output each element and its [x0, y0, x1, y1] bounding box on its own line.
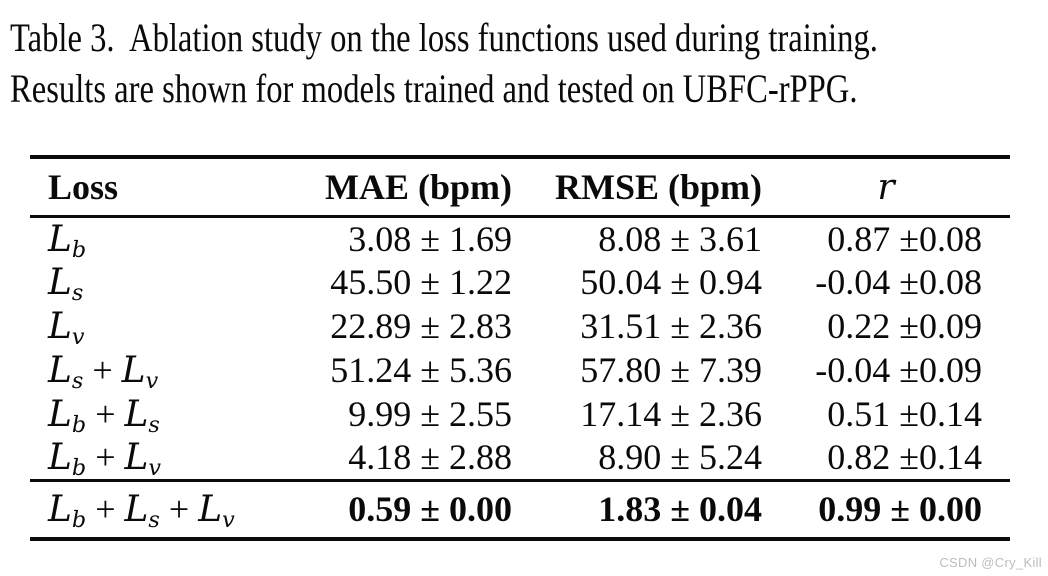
math-subscript: b — [71, 236, 87, 263]
col-header-r: r — [790, 157, 1010, 216]
math-symbol-L: L — [121, 350, 146, 391]
loss-cell: Lb + Lv — [48, 437, 162, 482]
loss-cell: Ls + Lv — [48, 350, 159, 395]
table-row: Ls + Lv 51.24 ± 5.36 57.80 ± 7.39 -0.04 ±0.… — [30, 348, 1010, 392]
math-symbol-L: L — [48, 262, 72, 303]
table-row: Ls 45.50 ± 1.22 50.04 ± 0.94 -0.04 ±0.08 — [30, 260, 1010, 304]
table-row: Lb 3.08 ± 1.69 8.08 ± 3.61 0.87 ±0.08 — [30, 216, 1010, 263]
table-row: Lb + Ls 9.99 ± 2.55 17.14 ± 2.36 0.51 ±0.14 — [30, 392, 1010, 436]
r-value-cell: 0.82 ±0.14 — [827, 437, 982, 478]
math-subscript: v — [71, 324, 85, 351]
header-row: Loss MAE (bpm) RMSE (bpm) r — [30, 157, 1010, 216]
col-header-rmse: RMSE (bpm) — [554, 166, 762, 207]
math-symbol-L: L — [48, 489, 72, 531]
r-value-cell: 0.99 ± 0.00 — [818, 489, 982, 530]
rmse-value-cell: 57.80 ± 7.39 — [580, 350, 762, 390]
math-subscript: v — [148, 455, 162, 482]
math-subscript: v — [222, 507, 235, 534]
r-value-cell: -0.04 ±0.09 — [815, 350, 982, 390]
rmse-value-cell: 50.04 ± 0.94 — [580, 262, 762, 302]
r-symbol: r — [877, 166, 895, 208]
watermark: CSDN @Cry_Kill — [939, 555, 1042, 570]
math-symbol-L: L — [48, 306, 72, 347]
mae-value-cell: 22.89 ± 2.83 — [330, 306, 512, 346]
math-symbol-L: L — [48, 437, 72, 479]
math-subscript: s — [148, 507, 160, 534]
math-symbol-L: L — [48, 394, 72, 435]
rmse-value-cell: 17.14 ± 2.36 — [580, 394, 762, 434]
math-symbol-L: L — [124, 394, 149, 435]
rmse-value-cell: 1.83 ± 0.04 — [598, 489, 762, 530]
loss-cell: Ls — [30, 260, 325, 304]
math-symbol-L: L — [124, 489, 149, 531]
r-value-cell: -0.04 ±0.08 — [815, 262, 982, 302]
rmse-value-cell: 8.08 ± 3.61 — [598, 218, 762, 259]
table-caption: Table 3. Ablation study on the loss func… — [10, 12, 1048, 114]
r-value-cell: 0.51 ±0.14 — [827, 394, 982, 434]
table-row: Lv 22.89 ± 2.83 31.51 ± 2.36 0.22 ±0.09 — [30, 304, 1010, 348]
math-symbol-L: L — [48, 218, 72, 260]
loss-cell: Lv — [30, 304, 325, 348]
loss-cell: Lb + Ls + Lv — [48, 489, 235, 534]
r-value-cell: 0.22 ±0.09 — [827, 306, 982, 346]
mae-value-cell: 9.99 ± 2.55 — [348, 394, 512, 434]
table-row: Lb + Lv 4.18 ± 2.88 8.90 ± 5.24 0.82 ±0.14 — [30, 436, 1010, 480]
math-subscript: s — [71, 280, 84, 307]
math-subscript: b — [71, 412, 87, 439]
table-body: Lb 3.08 ± 1.69 8.08 ± 3.61 0.87 ±0.08 Ls 45.5… — [30, 216, 1010, 539]
math-subscript: s — [71, 368, 84, 395]
loss-cell: Lb + Ls — [48, 394, 160, 439]
results-table-container: Loss MAE (bpm) RMSE (bpm) r Lb 3.08 ± 1.6… — [30, 155, 1010, 541]
mae-value-cell: 3.08 ± 1.69 — [348, 218, 512, 259]
r-value-cell: 0.87 ±0.08 — [827, 218, 982, 259]
col-header-mae: MAE (bpm) — [325, 166, 512, 207]
math-subscript: b — [71, 455, 87, 482]
caption-line-1: Table 3. Ablation study on the loss func… — [10, 15, 878, 60]
caption-line-2: Results are shown for models trained and… — [10, 66, 858, 111]
mae-value-cell: 45.50 ± 1.22 — [330, 262, 512, 302]
math-subscript: v — [145, 368, 159, 395]
table-header: Loss MAE (bpm) RMSE (bpm) r — [30, 157, 1010, 216]
col-header-loss: Loss — [48, 166, 119, 207]
math-subscript: b — [71, 507, 87, 534]
math-symbol-L: L — [48, 350, 72, 391]
mae-value-cell: 0.59 ± 0.00 — [348, 489, 512, 530]
math-subscript: s — [148, 412, 160, 439]
loss-cell: Lb — [30, 216, 325, 263]
mae-value-cell: 4.18 ± 2.88 — [348, 437, 512, 478]
table-row: Lb + Ls + Lv 0.59 ± 0.00 1.83 ± 0.04 0.99 ±… — [30, 480, 1010, 539]
math-symbol-L: L — [124, 437, 149, 479]
rmse-value-cell: 31.51 ± 2.36 — [580, 306, 762, 346]
rmse-value-cell: 8.90 ± 5.24 — [598, 437, 762, 478]
mae-value-cell: 51.24 ± 5.36 — [330, 350, 512, 390]
results-table: Loss MAE (bpm) RMSE (bpm) r Lb 3.08 ± 1.6… — [30, 155, 1010, 541]
math-symbol-L: L — [198, 489, 223, 531]
